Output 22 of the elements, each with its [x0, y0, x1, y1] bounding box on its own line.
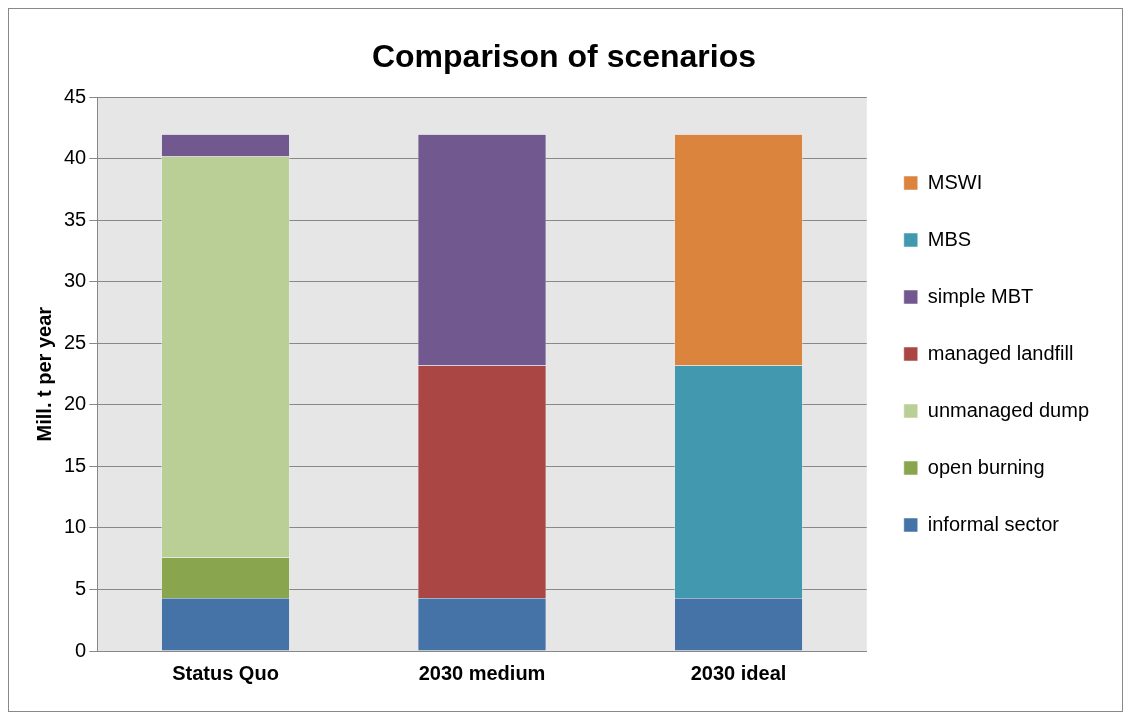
legend-label: managed landfill — [927, 341, 1074, 364]
legend-label: unmanaged dump — [927, 398, 1089, 421]
legend-label: MSWI — [927, 170, 983, 193]
legend-label: MBS — [927, 227, 972, 250]
y-tick-label: 5 — [75, 577, 87, 599]
y-tick-label: 45 — [64, 84, 87, 107]
x-tick-label: 2030 medium — [418, 661, 546, 684]
y-tick-label: 15 — [64, 453, 87, 476]
legend-label: open burning — [927, 455, 1045, 478]
y-tick-label: 35 — [64, 207, 87, 230]
y-tick-label: 25 — [64, 330, 87, 353]
chart-title: Comparison of scenarios — [371, 38, 757, 75]
legend-label: informal sector — [927, 512, 1060, 535]
y-tick-label: 20 — [64, 392, 87, 415]
x-tick-label: 2030 ideal — [690, 661, 787, 684]
y-tick-label: 10 — [64, 515, 87, 538]
y-axis-title: Mill. t per year — [32, 306, 55, 442]
y-tick-label: 30 — [64, 269, 87, 292]
legend-label: simple MBT — [927, 284, 1034, 307]
y-tick-label: 40 — [64, 146, 87, 169]
x-tick-label: Status Quo — [172, 661, 279, 684]
y-tick-label: 0 — [75, 638, 87, 661]
